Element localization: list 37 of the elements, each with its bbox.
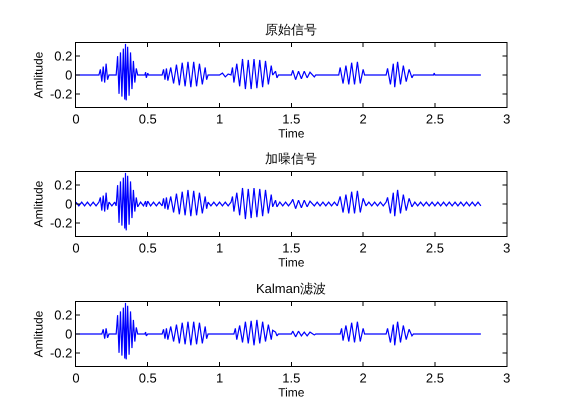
x-axis-title: Time — [278, 126, 305, 141]
x-tick-label: 1.5 — [282, 112, 300, 127]
x-tick-label: 0.5 — [138, 112, 157, 127]
x-tick-label: 2 — [360, 240, 367, 256]
y-tick-label: 0.2 — [54, 308, 72, 323]
y-axis-title: Amlitude — [31, 310, 46, 358]
chart-title: 原始信号 — [265, 22, 317, 37]
x-tick-label: 1.5 — [282, 240, 300, 256]
chart-title: Kalman滤波 — [256, 281, 326, 296]
x-tick-label: 0.5 — [138, 370, 157, 386]
y-tick-label: 0 — [65, 196, 72, 212]
y-tick-label: 0 — [65, 68, 72, 83]
x-tick-label: 3 — [503, 370, 510, 386]
y-tick-label: -0.2 — [50, 86, 72, 102]
y-tick-label: 0 — [65, 326, 72, 342]
y-tick-label: -0.2 — [50, 215, 72, 230]
chart-title: 加噪信号 — [265, 151, 317, 166]
x-tick-label: 3 — [503, 112, 510, 127]
y-tick-label: 0.2 — [54, 48, 72, 64]
y-tick-label: 0.2 — [54, 178, 72, 193]
y-axis-title: Amlitude — [31, 180, 46, 228]
x-tick-label: 1 — [216, 112, 224, 127]
x-axis-title: Time — [278, 386, 305, 400]
x-axis-title: Time — [278, 256, 305, 270]
x-tick-label: 2 — [360, 112, 367, 127]
x-tick-label: 2.5 — [426, 370, 444, 386]
x-tick-label: 2.5 — [426, 240, 444, 256]
x-tick-label: 1 — [216, 370, 224, 386]
x-tick-label: 0.5 — [138, 240, 157, 256]
x-tick-label: 1.5 — [282, 370, 300, 386]
x-tick-label: 3 — [503, 240, 510, 256]
y-axis-title: Amlitude — [31, 51, 46, 98]
x-tick-label: 1 — [216, 240, 224, 256]
x-tick-label: 2 — [360, 370, 367, 386]
line-series — [76, 172, 482, 231]
x-tick-label: 2.5 — [426, 112, 444, 127]
y-tick-label: -0.2 — [50, 345, 72, 360]
